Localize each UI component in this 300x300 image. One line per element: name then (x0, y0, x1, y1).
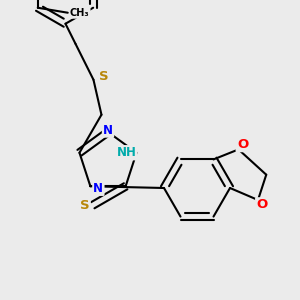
Text: S: S (99, 70, 108, 83)
Text: O: O (256, 199, 268, 212)
Text: NH: NH (117, 146, 136, 159)
Text: CH₃: CH₃ (70, 8, 90, 18)
Text: N: N (93, 182, 103, 195)
Text: N: N (103, 124, 113, 136)
Text: O: O (237, 138, 248, 151)
Text: S: S (80, 199, 89, 212)
